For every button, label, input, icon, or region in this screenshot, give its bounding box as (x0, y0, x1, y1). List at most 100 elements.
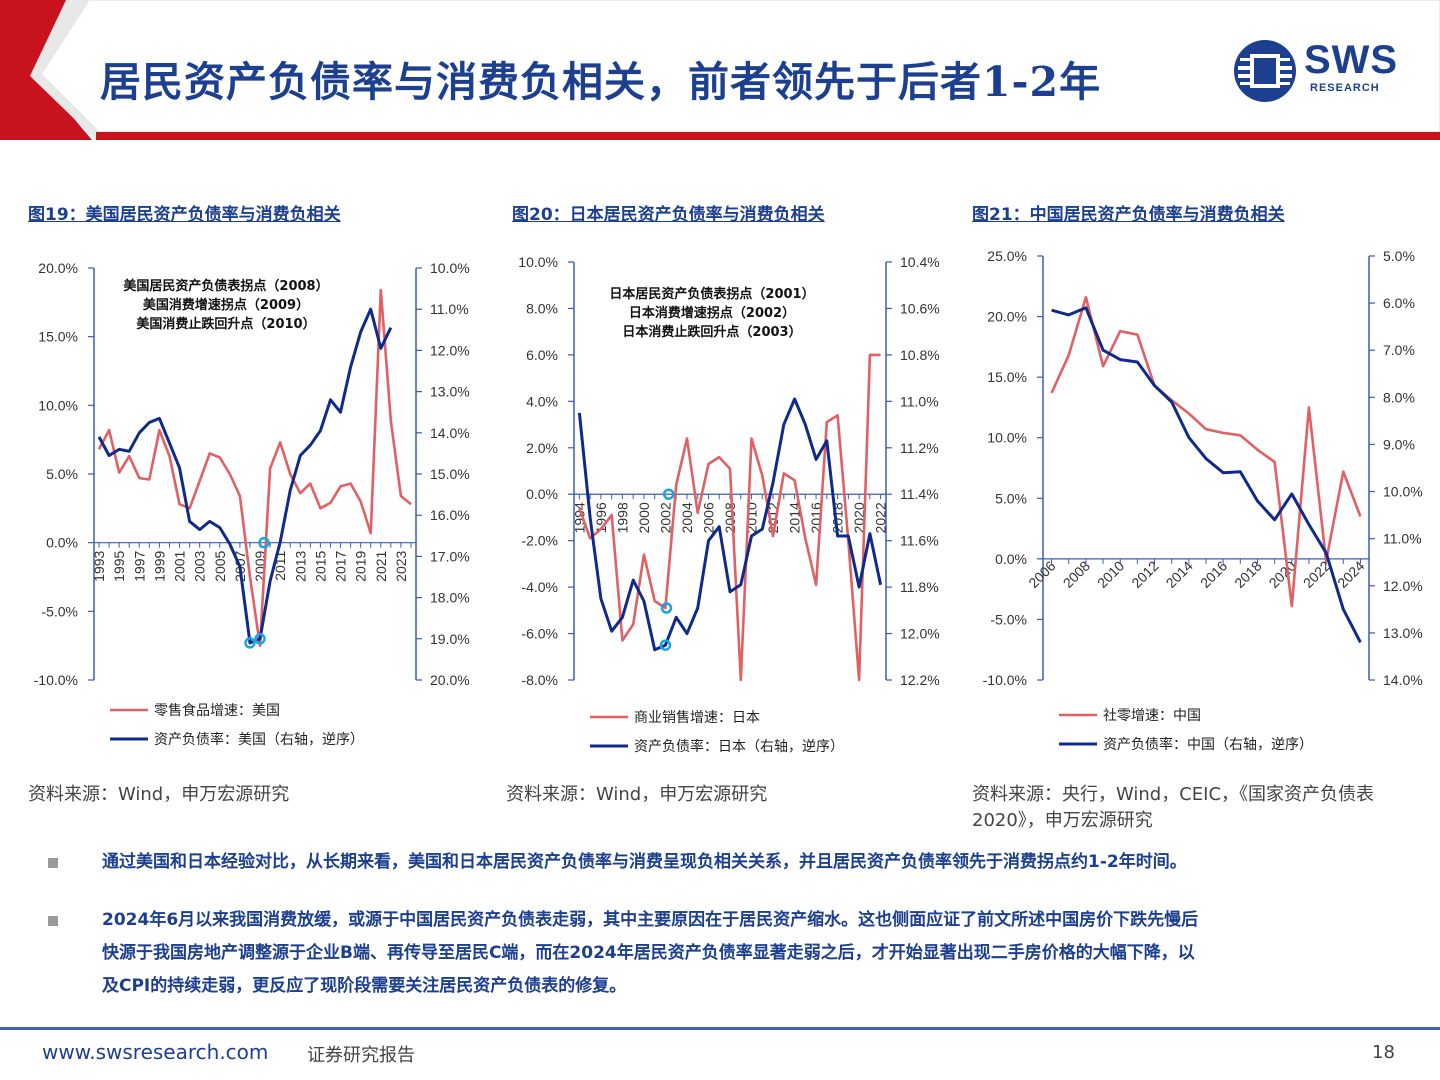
annotation-text: 日本消费增速拐点（2002） (629, 305, 795, 321)
x-tick-label: 2000 (636, 502, 652, 533)
sws-logo: SWS RESEARCH (1232, 38, 1412, 104)
legend-label: 商业销售增速：日本 (634, 710, 760, 726)
x-tick-label: 2004 (679, 502, 695, 533)
x-tick-label: 2013 (292, 550, 308, 581)
right-tick-label: 12.0% (430, 342, 470, 358)
right-tick-label: 10.4% (900, 254, 940, 270)
bullet-2: 2024年6月以来我国消费放缓，或源于中国居民资产负债表走弱，其中主要原因在于居… (48, 910, 1408, 1010)
legend-label: 零售食品增速：美国 (154, 702, 280, 719)
leverage-ratio-line (1051, 306, 1362, 643)
bullet-line: 及CPI的持续走弱，更反应了现阶段需要关注居民资产负债表的修复。 (102, 976, 627, 996)
chart-us: -10.0% -5.0% 0.0% 5.0% 10.0% 15.0% 20.0% 10.0% 1… (34, 260, 470, 748)
right-tick-label: 8.0% (1383, 389, 1415, 405)
x-tick-label: 1998 (614, 502, 630, 533)
x-tick-label: 1995 (111, 550, 127, 581)
left-tick-label: 10.0% (987, 430, 1027, 446)
right-tick-label: 5.0% (1383, 248, 1415, 264)
bullet-1: 通过美国和日本经验对比，从长期来看，美国和日本居民资产负债率与消费呈现负相关关系… (48, 852, 1408, 888)
left-tick-label: 0.0% (46, 535, 78, 551)
right-tick-label: 11.2% (900, 440, 939, 456)
footer-label: 证券研究报告 (307, 1045, 415, 1066)
x-tick-label: 1993 (91, 550, 107, 581)
left-tick-label: 2.0% (526, 440, 558, 456)
right-tick-label: 15.0% (430, 466, 470, 482)
right-tick-label: 11.8% (900, 579, 939, 595)
chart-2-source: 资料来源：Wind，申万宏源研究 (506, 782, 767, 808)
x-tick-label: 2015 (312, 550, 328, 581)
x-tick-label: 2024 (1334, 558, 1367, 591)
page-number: 18 (1372, 1042, 1395, 1063)
right-tick-label: 13.0% (1383, 625, 1423, 641)
bullet-text: 通过美国和日本经验对比，从长期来看，美国和日本居民资产负债率与消费呈现负相关关系… (102, 846, 1187, 879)
left-tick-label: -2.0% (521, 533, 558, 549)
x-tick-label: 2005 (212, 550, 228, 581)
x-tick-label: 2003 (192, 550, 208, 581)
right-tick-label: 11.4% (900, 486, 939, 502)
right-tick-label: 10.0% (1383, 484, 1423, 500)
left-tick-label: 4.0% (526, 393, 558, 409)
legend-label: 资产负债率：美国（右轴，逆序） (154, 731, 364, 748)
chart-2-title: 图20：日本居民资产负债率与消费负相关 (512, 205, 825, 225)
right-tick-label: 11.0% (430, 301, 469, 317)
footer-url-link[interactable]: www.swsresearch.com (42, 1040, 269, 1064)
right-tick-label: 14.0% (430, 425, 470, 441)
chart-1-title: 图19：美国居民资产负债率与消费负相关 (28, 205, 341, 225)
left-tick-label: 10.0% (518, 254, 558, 270)
consumption-growth-line (97, 288, 412, 648)
turning-point-marker (660, 602, 673, 614)
leverage-ratio-line (577, 397, 883, 652)
left-tick-label: 0.0% (526, 486, 558, 502)
left-tick-label: 5.0% (995, 490, 1027, 506)
x-tick-label: 1994 (571, 502, 587, 533)
right-tick-label: 20.0% (430, 672, 470, 688)
x-tick-label: 2006 (1025, 558, 1058, 591)
annotation-text: 日本居民资产负债表拐点（2001） (609, 286, 814, 302)
bullet-square-icon (48, 858, 58, 868)
right-tick-label: 9.0% (1383, 436, 1415, 452)
x-tick-label: 2012 (1128, 558, 1161, 591)
left-tick-label: 15.0% (38, 329, 78, 345)
x-tick-label: 2018 (1231, 558, 1264, 591)
turning-point-marker (659, 639, 672, 651)
logo-subtitle: RESEARCH (1310, 82, 1380, 94)
annotation-text: 美国消费止跌回升点（2010） (136, 316, 315, 332)
left-tick-label: 20.0% (987, 309, 1027, 325)
x-tick-label: 2008 (1060, 558, 1093, 591)
annotation-text: 日本消费止跌回升点（2003） (622, 324, 801, 340)
left-tick-label: 10.0% (38, 397, 78, 413)
logo-wordmark: SWS (1304, 38, 1399, 82)
source-line: 2020》，申万宏源研究 (972, 810, 1153, 831)
x-tick-label: 2001 (172, 550, 188, 581)
left-tick-label: -8.0% (521, 672, 558, 688)
x-tick-label: 2014 (1163, 558, 1196, 591)
left-tick-label: -10.0% (34, 672, 78, 688)
logo-mark-icon (1234, 40, 1296, 102)
chart-3-title: 图21：中国居民资产负债率与消费负相关 (972, 205, 1285, 225)
x-tick-label: 2019 (353, 550, 369, 581)
x-tick-label: 1997 (131, 550, 147, 581)
right-tick-label: 13.0% (430, 384, 470, 400)
source-line: 资料来源：央行，Wind，CEIC，《国家资产负债表 (972, 784, 1375, 805)
x-tick-label: 2021 (373, 550, 389, 581)
right-tick-label: 17.0% (430, 548, 470, 564)
chart-china: -10.0% -5.0% 0.0% 5.0% 10.0% 15.0% 20.0% 25.0% 5… (983, 248, 1423, 753)
bullet-square-icon (48, 916, 58, 926)
red-ribbon (0, 0, 92, 140)
x-tick-label: 2017 (333, 550, 349, 581)
header-decoration (0, 0, 1440, 140)
x-tick-label: 2008 (722, 502, 738, 533)
legend-label: 社零增速：中国 (1103, 708, 1201, 724)
right-tick-label: 10.8% (900, 347, 940, 363)
left-tick-label: 20.0% (38, 260, 78, 276)
left-tick-label: 15.0% (987, 369, 1027, 385)
right-tick-label: 18.0% (430, 590, 470, 606)
source-line: 资料来源：Wind，申万宏源研究 (506, 784, 768, 805)
right-tick-label: 11.6% (900, 533, 939, 549)
right-tick-label: 10.6% (900, 300, 940, 316)
left-tick-label: 6.0% (526, 347, 558, 363)
left-tick-label: -5.0% (41, 603, 78, 619)
bullet-text: 2024年6月以来我国消费放缓，或源于中国居民资产负债表走弱，其中主要原因在于居… (102, 904, 1198, 1003)
header-banner: 居民资产负债率与消费负相关，前者领先于后者1-2年 SWS RESEARCH (0, 0, 1440, 140)
x-tick-label: 2014 (787, 502, 803, 533)
footer-divider (0, 1027, 1440, 1030)
